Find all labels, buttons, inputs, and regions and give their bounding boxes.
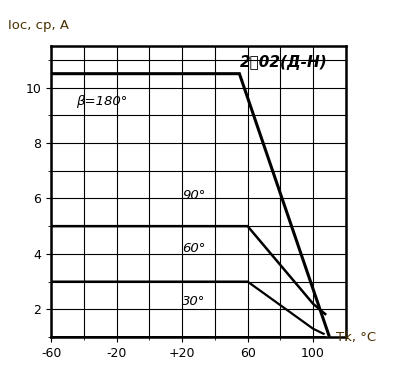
Text: β=180°: β=180°: [76, 95, 127, 108]
Text: Tk, °C: Tk, °C: [336, 331, 376, 344]
Text: Ioc, cp, A: Ioc, cp, A: [8, 19, 69, 32]
Text: 30°: 30°: [182, 295, 206, 308]
Text: 60°: 60°: [182, 242, 206, 255]
Text: 90°: 90°: [182, 189, 206, 202]
Text: 2䈲02(Д-Н): 2䈲02(Д-Н): [239, 55, 327, 70]
